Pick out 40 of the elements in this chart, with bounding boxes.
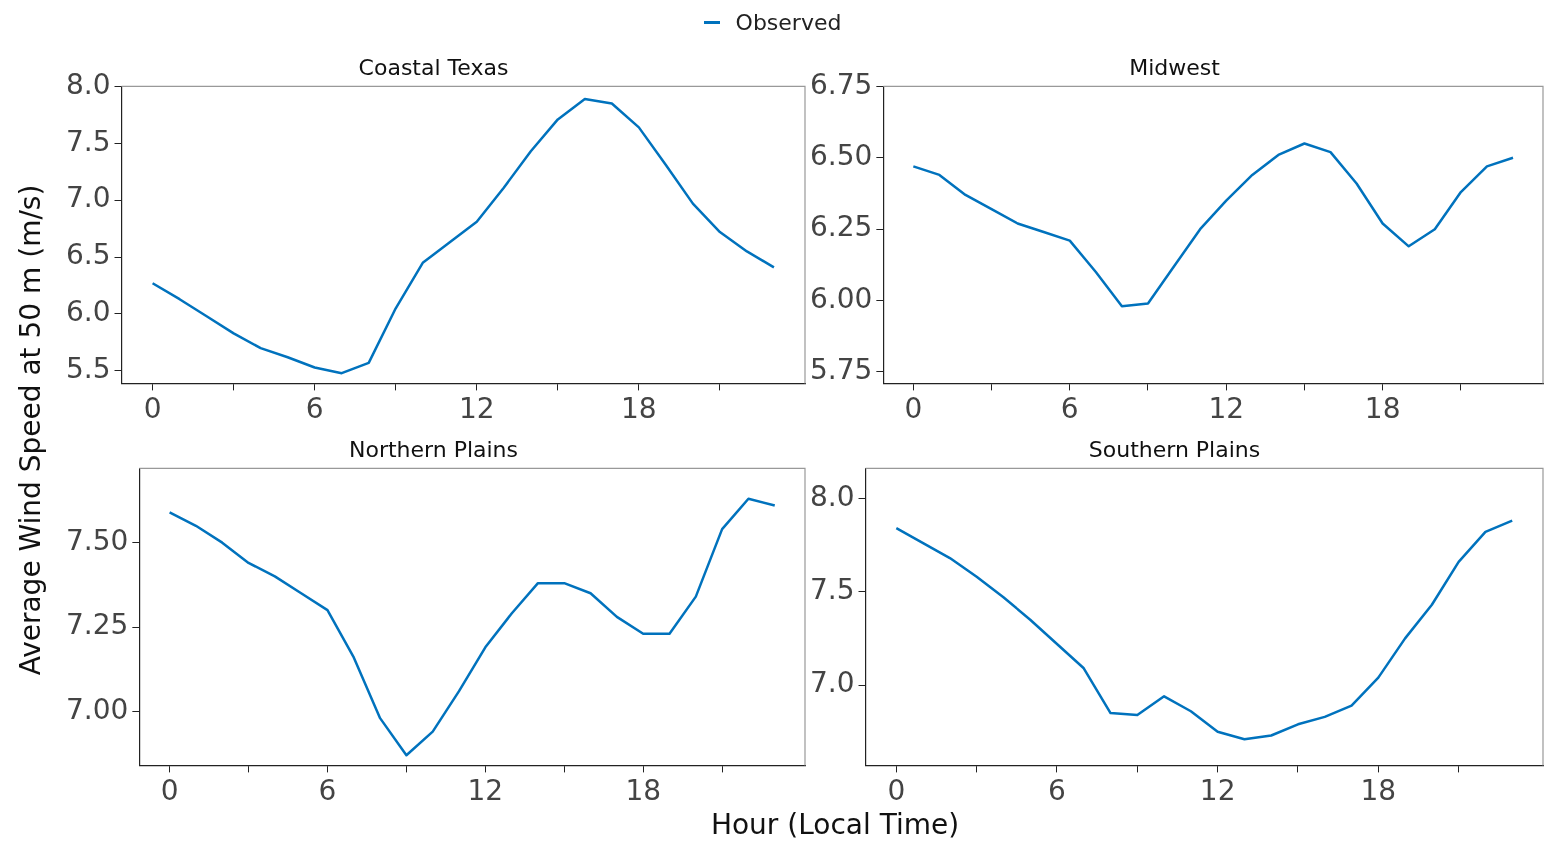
y-axis-title: Average Wind Speed at 50 m (m/s) xyxy=(13,184,47,676)
chart-title: Southern Plains xyxy=(1088,436,1261,462)
x-tick-label: 0 xyxy=(904,392,923,426)
x-tick-label: 0 xyxy=(887,774,906,808)
chart-title: Coastal Texas xyxy=(358,54,509,80)
legend-label: Observed xyxy=(735,10,842,35)
chart-title: Midwest xyxy=(1129,54,1221,80)
y-tick-label: 5.75 xyxy=(810,353,873,387)
y-tick-label: 7.50 xyxy=(66,523,129,557)
y-tick-label: 7.0 xyxy=(66,181,111,215)
y-tick-label: 7.00 xyxy=(66,692,129,726)
y-tick-label: 8.0 xyxy=(66,67,111,101)
y-tick-label: 6.50 xyxy=(810,139,873,173)
x-tick-label: 0 xyxy=(143,392,162,426)
x-tick-label: 18 xyxy=(1364,392,1401,426)
x-tick-label: 18 xyxy=(625,774,662,808)
x-axis-title: Hour (Local Time) xyxy=(710,808,960,841)
x-tick-label: 6 xyxy=(305,392,324,426)
x-tick-label: 6 xyxy=(1060,392,1079,426)
x-tick-label: 0 xyxy=(160,774,179,808)
y-tick-label: 8.0 xyxy=(810,479,855,513)
y-tick-label: 6.75 xyxy=(810,67,873,101)
y-tick-label: 7.5 xyxy=(810,572,855,606)
x-tick-label: 12 xyxy=(1208,392,1245,426)
y-tick-label: 6.25 xyxy=(810,210,873,244)
y-tick-label: 7.25 xyxy=(66,608,129,642)
x-tick-label: 18 xyxy=(621,392,657,426)
y-tick-label: 7.5 xyxy=(66,124,111,158)
x-tick-label: 18 xyxy=(1360,774,1397,808)
y-tick-label: 5.5 xyxy=(66,352,111,386)
x-tick-label: 12 xyxy=(458,392,495,426)
x-tick-label: 12 xyxy=(467,774,504,808)
chart-title: Northern Plains xyxy=(348,436,519,462)
x-tick-label: 6 xyxy=(318,774,337,808)
y-tick-label: 6.0 xyxy=(66,295,111,329)
x-tick-label: 12 xyxy=(1199,774,1236,808)
y-tick-label: 6.5 xyxy=(66,238,111,272)
y-tick-label: 7.0 xyxy=(810,666,855,700)
x-tick-label: 6 xyxy=(1048,774,1066,808)
y-tick-label: 6.00 xyxy=(810,281,873,315)
